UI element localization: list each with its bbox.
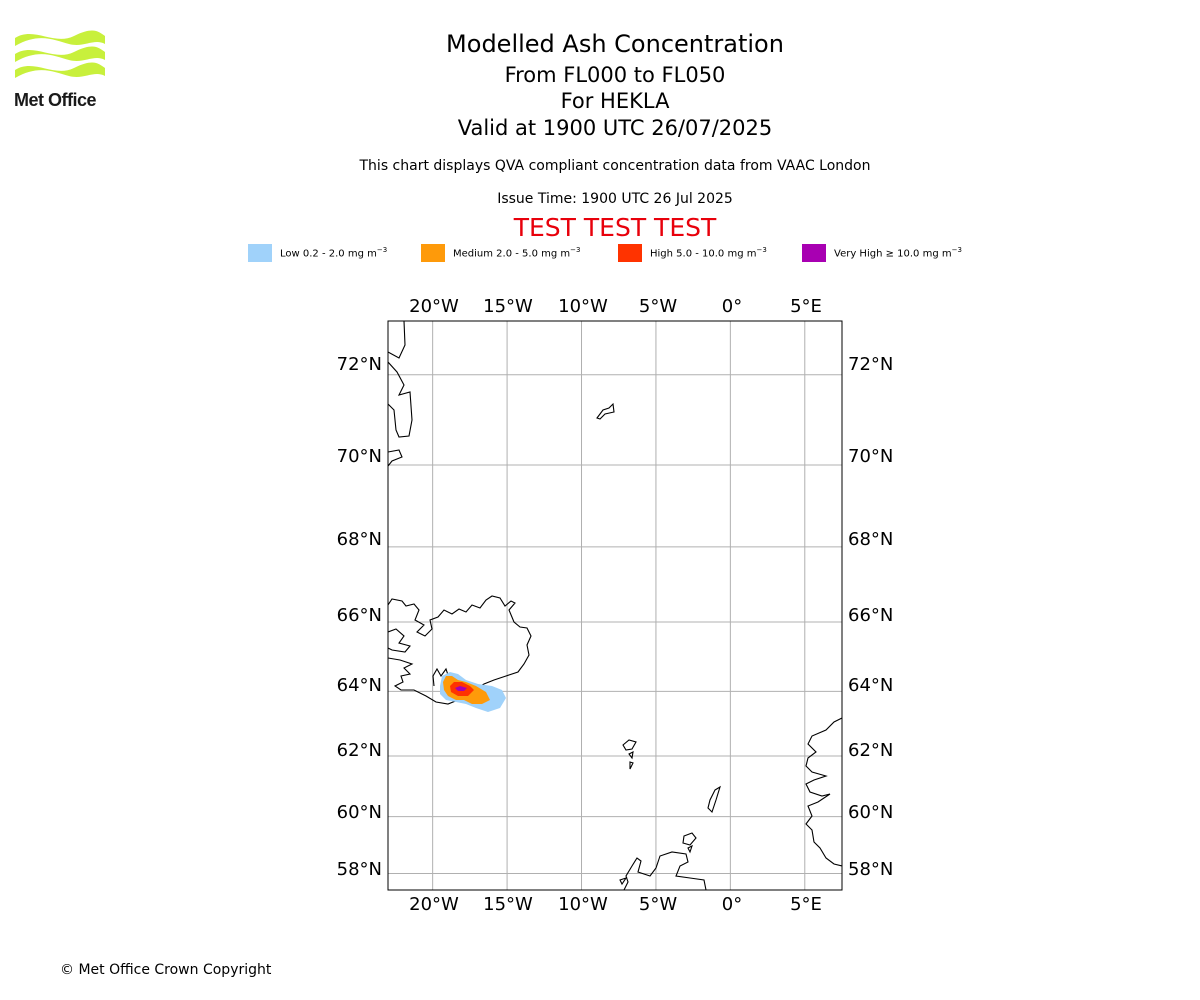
lon-label-bottom-20w: 20°W xyxy=(409,894,459,915)
lon-label-bottom-10w: 10°W xyxy=(558,894,608,915)
lat-label-right-62n: 62°N xyxy=(848,740,893,761)
met-office-logo: Met Office xyxy=(14,30,108,112)
scotland-coast xyxy=(623,851,707,890)
copyright-notice: © Met Office Crown Copyright xyxy=(60,962,272,978)
lat-label-left-70n: 70°N xyxy=(337,446,382,467)
lat-label-right-58n: 58°N xyxy=(848,859,893,880)
lat-label-right-70n: 70°N xyxy=(848,446,893,467)
orkney-coast xyxy=(682,832,697,854)
legend-swatch-high xyxy=(618,244,642,262)
lat-label-right-66n: 66°N xyxy=(848,605,893,626)
concentration-legend: Low 0.2 - 2.0 mg m−3 Medium 2.0 - 5.0 mg… xyxy=(0,244,1200,264)
legend-label-very-high: Very High ≥ 10.0 mg m−3 xyxy=(834,246,962,260)
legend-item-high: High 5.0 - 10.0 mg m−3 xyxy=(618,244,767,262)
ash-plume xyxy=(440,672,506,712)
map-gridlines xyxy=(388,321,842,890)
valid-time: Valid at 1900 UTC 26/07/2025 xyxy=(457,116,773,140)
legend-label-high: High 5.0 - 10.0 mg m−3 xyxy=(650,246,767,260)
test-banner: TEST TEST TEST xyxy=(513,213,717,242)
lat-label-left-58n: 58°N xyxy=(337,859,382,880)
coastlines xyxy=(388,321,842,890)
legend-swatch-very-high xyxy=(802,244,826,262)
flight-level-range: From FL000 to FL050 xyxy=(504,63,726,87)
lat-label-left-64n: 64°N xyxy=(337,675,382,696)
lon-label-bottom-5e: 5°E xyxy=(790,894,822,915)
latitude-labels-right: 72°N 70°N 68°N 66°N 64°N 62°N 60°N 58°N xyxy=(848,354,893,880)
chart-title: Modelled Ash Concentration xyxy=(446,30,784,58)
lon-label-top-15w: 15°W xyxy=(483,296,533,317)
met-office-waves-icon xyxy=(15,30,105,78)
lon-label-bottom-5w: 5°W xyxy=(639,894,677,915)
legend-label-low: Low 0.2 - 2.0 mg m−3 xyxy=(280,246,388,260)
issue-time: Issue Time: 1900 UTC 26 Jul 2025 xyxy=(497,191,733,207)
lat-label-right-72n: 72°N xyxy=(848,354,893,375)
lon-label-top-10w: 10°W xyxy=(558,296,608,317)
lon-label-top-0: 0° xyxy=(722,296,742,317)
jan-mayen-coast xyxy=(596,402,615,420)
volcano-name: For HEKLA xyxy=(560,89,670,113)
legend-label-medium: Medium 2.0 - 5.0 mg m−3 xyxy=(453,246,581,260)
lon-label-top-5w: 5°W xyxy=(639,296,677,317)
ash-plume-very-high xyxy=(455,686,467,691)
lat-label-left-72n: 72°N xyxy=(337,354,382,375)
norway-coast xyxy=(805,717,842,867)
map-border xyxy=(387,320,843,891)
lat-label-left-68n: 68°N xyxy=(337,529,382,550)
lat-label-right-68n: 68°N xyxy=(848,529,893,550)
lon-label-bottom-0: 0° xyxy=(722,894,742,915)
lon-label-top-20w: 20°W xyxy=(409,296,459,317)
latitude-labels-left: 72°N 70°N 68°N 66°N 64°N 62°N 60°N 58°N xyxy=(337,354,382,880)
legend-item-very-high: Very High ≥ 10.0 mg m−3 xyxy=(802,244,962,262)
lon-label-bottom-15w: 15°W xyxy=(483,894,533,915)
lat-label-right-60n: 60°N xyxy=(848,802,893,823)
faroe-islands-coast xyxy=(622,739,637,770)
logo-wordmark: Met Office xyxy=(14,90,97,110)
lat-label-right-64n: 64°N xyxy=(848,675,893,696)
longitude-labels-top: 20°W 15°W 10°W 5°W 0° 5°E xyxy=(409,296,822,317)
longitude-labels-bottom: 20°W 15°W 10°W 5°W 0° 5°E xyxy=(409,894,822,915)
legend-item-low: Low 0.2 - 2.0 mg m−3 xyxy=(248,244,387,262)
iceland-coast xyxy=(388,595,532,705)
lat-label-left-62n: 62°N xyxy=(337,740,382,761)
legend-swatch-medium xyxy=(421,244,445,262)
chart-description: This chart displays QVA compliant concen… xyxy=(359,158,871,174)
hebrides-coast xyxy=(619,876,628,886)
shetland-coast xyxy=(707,785,721,814)
lat-label-left-60n: 60°N xyxy=(337,802,382,823)
lon-label-top-5e: 5°E xyxy=(790,296,822,317)
lat-label-left-66n: 66°N xyxy=(337,605,382,626)
greenland-coast xyxy=(388,321,413,467)
legend-swatch-low xyxy=(248,244,272,262)
legend-item-medium: Medium 2.0 - 5.0 mg m−3 xyxy=(421,244,580,262)
